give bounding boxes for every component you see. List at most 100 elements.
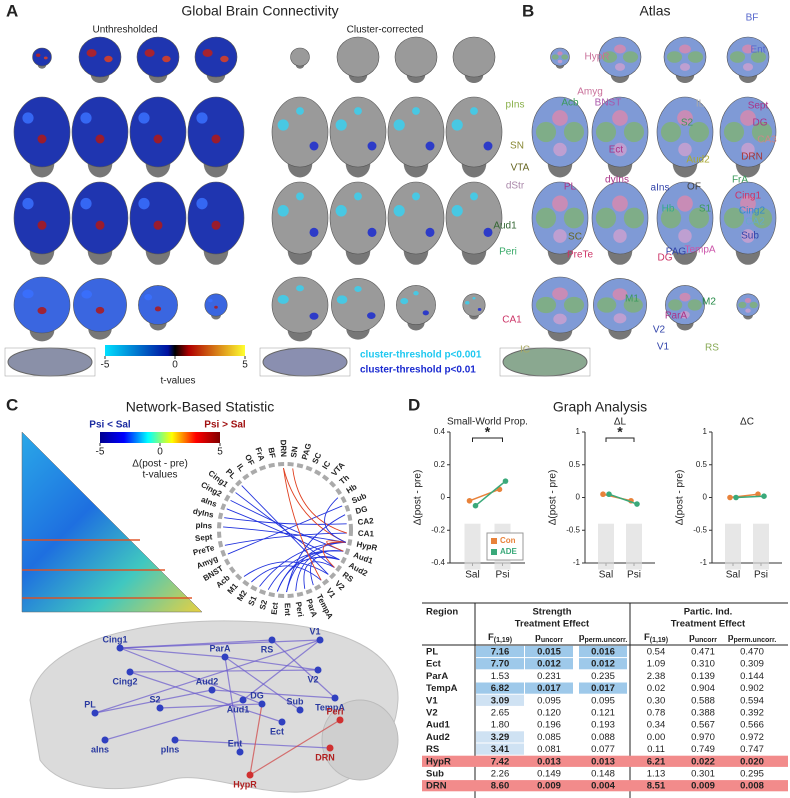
table-cell: 0.594 — [740, 695, 764, 706]
table-subheader: Treatment Effect — [515, 619, 590, 630]
network-edge — [286, 514, 346, 593]
brain-blob — [741, 229, 755, 243]
column-header-sub: uncorr — [541, 637, 563, 644]
column-header: F(1,19) — [644, 632, 668, 645]
table-cell: 1.13 — [647, 769, 666, 780]
brain — [204, 293, 228, 317]
brain — [187, 181, 245, 255]
table-cell: 0.78 — [647, 708, 666, 719]
brain-blob — [208, 298, 213, 303]
brain-blob — [552, 195, 568, 212]
node-label: Aud1 — [227, 704, 250, 714]
brain-blob — [80, 112, 92, 124]
brain-blob — [535, 207, 557, 229]
brain-blob — [687, 51, 704, 63]
region-label: OF — [687, 182, 701, 193]
sagittal-brain — [262, 347, 348, 377]
node-label: Hb — [345, 482, 359, 495]
brain-blob — [612, 110, 628, 126]
row-highlight — [422, 755, 788, 767]
brain-blob — [277, 119, 289, 131]
brain-blob — [687, 299, 702, 311]
region-label: CA2 — [745, 217, 765, 228]
table-cell: 0.009 — [691, 781, 715, 792]
brain — [129, 96, 187, 168]
region-label: S1 — [699, 204, 712, 215]
table-cell: 0.471 — [691, 647, 715, 658]
region-label: Acb — [561, 98, 579, 109]
legend-label: Psi < Sal — [89, 420, 131, 431]
brain-blob — [95, 220, 105, 230]
network-edge — [119, 647, 226, 658]
brain-blob — [751, 121, 773, 143]
brain-blob — [470, 192, 478, 201]
network-edge — [242, 639, 321, 701]
row-label: HypR — [426, 756, 451, 767]
brain-blob — [335, 205, 347, 217]
colorbar — [105, 345, 245, 356]
brain-blob — [451, 205, 463, 217]
brain-blob — [679, 44, 691, 54]
table-cell: 0.588 — [691, 695, 715, 706]
table-cell: 0.081 — [537, 744, 561, 755]
sagittal-frame — [259, 347, 351, 377]
table-cell: 0.749 — [691, 744, 715, 755]
table-cell: 0.54 — [647, 647, 666, 658]
brain-blob — [354, 107, 362, 115]
brain-blob — [211, 134, 221, 144]
cell-highlight — [525, 682, 573, 694]
y-tick-label: 0 — [703, 493, 708, 502]
network-node — [336, 716, 344, 724]
network-node — [101, 736, 109, 744]
row-label: DRN — [426, 781, 447, 792]
row-label: V2 — [426, 708, 438, 719]
region-label: RS — [705, 343, 719, 354]
brain — [665, 285, 705, 325]
network-node — [278, 718, 286, 726]
series-line — [475, 480, 506, 507]
brain-blob — [37, 134, 47, 144]
brain — [194, 36, 238, 78]
brain-blob — [214, 305, 218, 309]
region-label: BF — [746, 13, 759, 24]
data-point — [755, 491, 761, 498]
y-tick-label: 0.2 — [434, 460, 446, 469]
legend-label: ADE — [500, 547, 518, 556]
brain-blob — [412, 192, 420, 201]
brain-blob — [154, 306, 162, 312]
brain-blob — [563, 207, 585, 229]
brain-blob — [678, 142, 692, 157]
region-label: CA3 — [757, 135, 777, 146]
network-node — [236, 748, 244, 756]
brain — [656, 181, 714, 255]
region-label: Hb — [662, 204, 675, 215]
brain-blob — [613, 313, 627, 324]
node-label: PAG — [300, 442, 313, 461]
node-label: Ent — [283, 603, 292, 616]
brain-blob — [309, 141, 319, 151]
brain-blob — [309, 312, 319, 320]
region-label: HypR — [584, 52, 609, 63]
column-header: pperm.uncorr. — [728, 632, 777, 645]
table-cell: 0.970 — [691, 732, 715, 743]
brain-blob — [563, 121, 585, 143]
table-header: Partic. Ind. — [684, 607, 733, 618]
brain-blob — [680, 311, 690, 319]
network-node — [126, 668, 134, 676]
brain — [452, 36, 496, 78]
table-cell: 0.095 — [591, 695, 615, 706]
brain-blob — [196, 112, 208, 124]
node-label: Peri — [326, 706, 343, 716]
table-cell: 0.139 — [691, 671, 715, 682]
network-node — [246, 771, 254, 779]
data-point — [600, 491, 606, 498]
table-cell: 7.16 — [491, 647, 510, 658]
brain-blob — [483, 227, 493, 238]
brain-blob — [162, 55, 171, 63]
network-edge — [259, 541, 346, 587]
y-tick-label: 0 — [441, 493, 446, 502]
series-line — [735, 495, 765, 499]
node-label: Sub — [287, 696, 305, 706]
node-label: aIns — [91, 744, 109, 754]
brain-blob — [144, 49, 155, 57]
